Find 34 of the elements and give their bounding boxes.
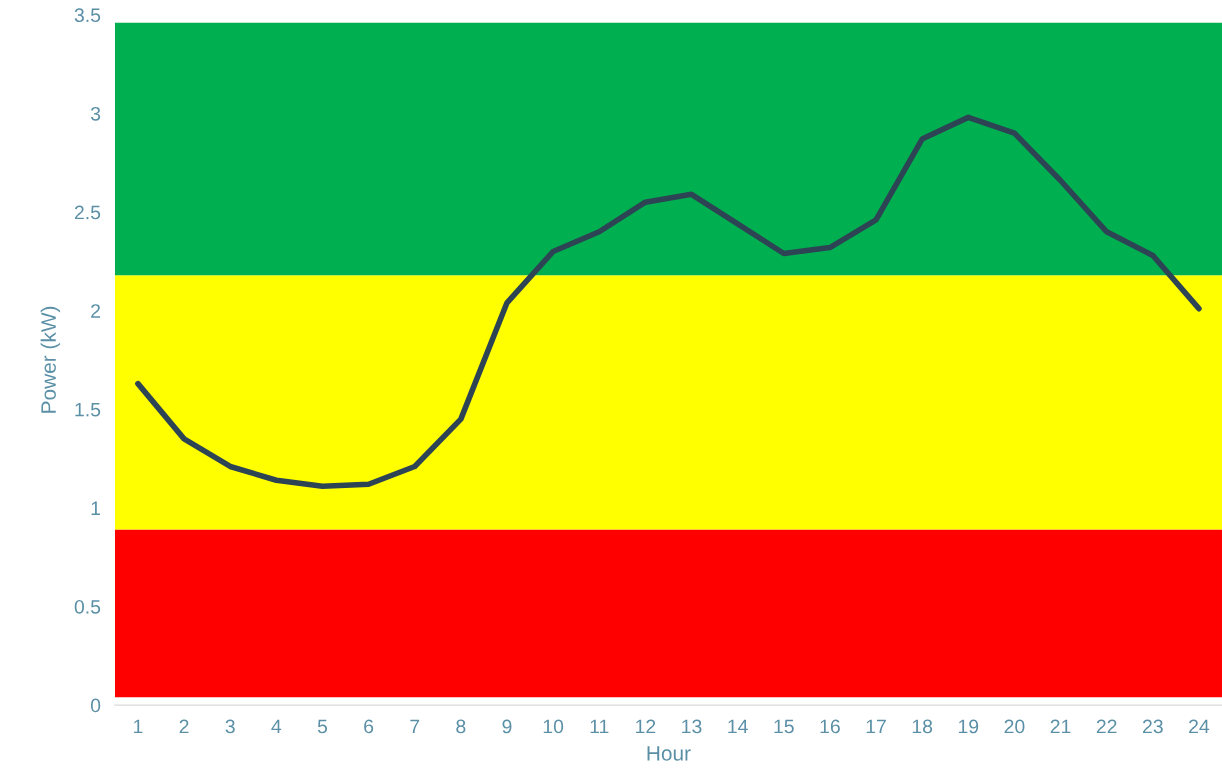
x-tick-label: 20 [1004,719,1025,734]
y-tick-label: 3.5 [74,8,101,23]
y-tick-label: 0.5 [74,599,101,614]
x-tick-label: 2 [179,719,189,734]
x-tick-label: 10 [543,719,564,734]
x-tick-label: 22 [1096,719,1117,734]
x-tick-label: 15 [774,719,794,734]
y-axis-title: Power (kW) [40,306,61,413]
x-tick-label: 19 [958,719,979,734]
x-tick-label: 5 [317,719,328,734]
x-tick-label: 24 [1189,719,1210,734]
x-tick-label: 12 [636,719,656,734]
x-tick-label: 4 [271,719,282,734]
x-tick-label: 18 [912,719,933,734]
y-tick-label: 0 [90,698,101,713]
x-tick-label: 16 [820,719,840,734]
x-tick-label: 13 [682,719,702,734]
x-tick-label: 8 [456,719,466,734]
y-tick-label: 3 [90,106,101,121]
x-tick-label: 11 [590,719,609,734]
x-tick-label: 21 [1050,719,1071,734]
x-tick-label: 3 [225,719,235,734]
x-tick-label: 23 [1142,719,1163,734]
x-tick-label: 17 [866,719,886,734]
x-tick-label: 14 [728,719,748,734]
y-tick-label: 1 [91,501,101,515]
x-axis-title: Hour [647,746,691,761]
y-tick-label: 2.5 [74,205,101,220]
x-tick-label: 6 [364,719,374,734]
y-tick-label: 1.5 [75,402,101,417]
y-tick-label: 2 [91,304,100,318]
x-tick-label: 7 [410,719,420,734]
x-tick-label: 1 [134,719,143,734]
x-tick-label: 9 [502,719,512,734]
